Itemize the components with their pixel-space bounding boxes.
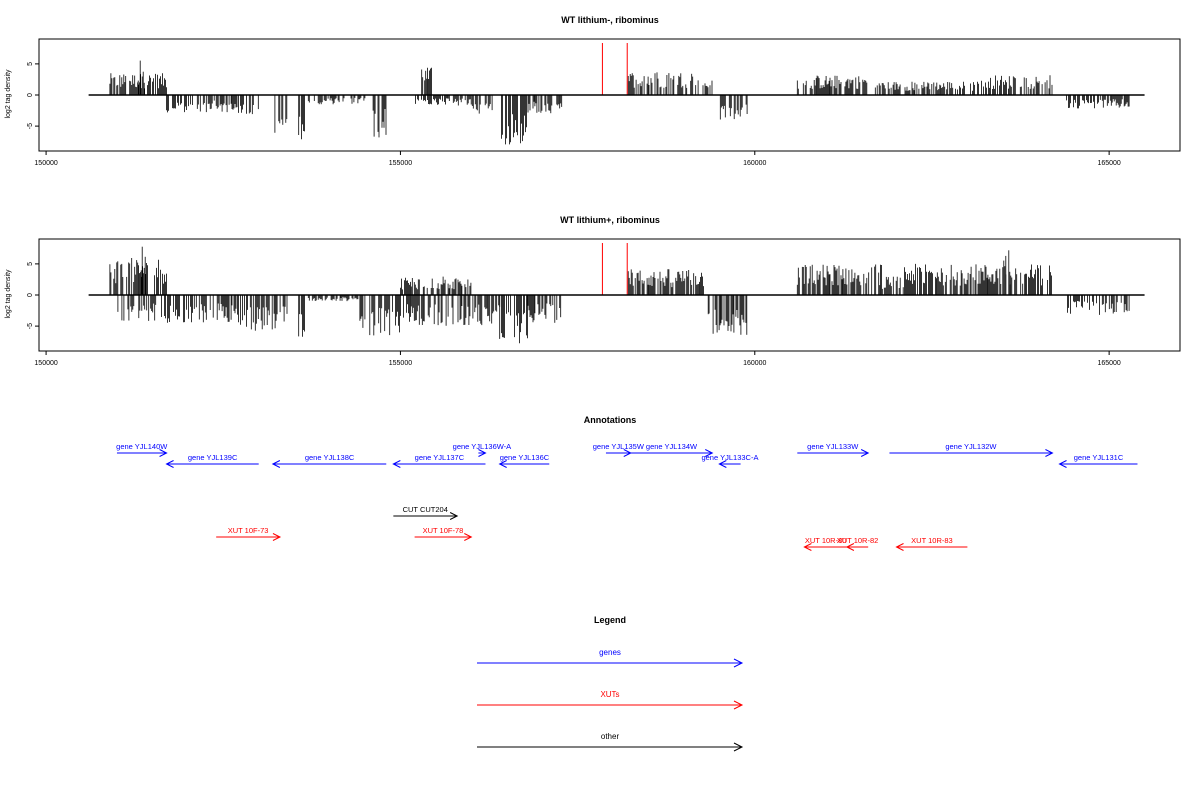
feature-arrow-head <box>718 460 727 468</box>
track-panel-lithium-plus: WT lithium+, ribominus log2 tag density … <box>5 215 1181 367</box>
gene-feature: gene YJL139C <box>165 453 259 468</box>
density-bars <box>109 246 1130 344</box>
y-tick-label: 0 <box>27 93 34 97</box>
feature-label: gene YJL136C <box>500 453 550 462</box>
y-tick-label: 0 <box>27 293 34 297</box>
x-axis: 150000 155000 160000 165000 <box>34 351 1121 367</box>
gene-feature: gene YJL138C <box>271 453 387 468</box>
gene-feature: gene YJL134W <box>630 442 714 457</box>
y-axis-label: log2 tag density <box>5 69 12 119</box>
y-tick-label: -5 <box>27 123 34 129</box>
feature-label: XUT 10R-83 <box>911 536 953 545</box>
x-tick-label: 150000 <box>34 360 57 367</box>
panel-title: WT lithium-, ribominus <box>561 15 659 25</box>
feature-arrow-head <box>464 533 473 541</box>
feature-arrow-head <box>1058 460 1067 468</box>
region-markers <box>601 243 628 295</box>
feature-arrow-head <box>392 460 401 468</box>
feature-label: CUT CUT204 <box>403 505 448 514</box>
legend-arrow <box>477 700 744 710</box>
feature-arrow-head <box>449 512 459 520</box>
feature-label: gene YJL139C <box>188 453 238 462</box>
feature-arrow-head <box>165 460 174 468</box>
feature-arrow-head <box>159 449 168 457</box>
feature-label: XUT 10F-78 <box>423 526 464 535</box>
feature-arrow-head <box>895 543 904 551</box>
annotation-features: gene YJL140W gene YJL139C gene YJL138C gene… <box>116 442 1138 551</box>
legend-arrow-head <box>733 658 744 668</box>
feature-label: gene YJL134W <box>646 442 698 451</box>
legend: Legend genes XUTs other <box>477 615 744 752</box>
track-panel-lithium-minus: WT lithium-, ribominus log2 tag density … <box>5 15 1181 167</box>
legend-label: XUTs <box>600 690 619 699</box>
legend-title: Legend <box>594 615 626 625</box>
feature-label: gene YJL132W <box>945 442 997 451</box>
gene-feature: gene YJL132W <box>889 442 1054 457</box>
xut-feature: XUT 10R-82 <box>837 536 879 551</box>
xut-feature: XUT 10R-83 <box>895 536 968 551</box>
feature-label: gene YJL136W-A <box>453 442 512 451</box>
legend-arrow-head <box>733 742 744 752</box>
feature-label: gene YJL138C <box>305 453 355 462</box>
x-tick-label: 160000 <box>743 160 766 167</box>
feature-label: gene YJL131C <box>1074 453 1124 462</box>
gene-feature: gene YJL131C <box>1058 453 1138 468</box>
x-tick-label: 165000 <box>1097 160 1120 167</box>
gene-feature: gene YJL137C <box>392 453 486 468</box>
x-tick-label: 155000 <box>389 160 412 167</box>
legend-arrow <box>477 658 744 668</box>
x-tick-label: 155000 <box>389 360 412 367</box>
feature-arrow-head <box>845 543 855 551</box>
feature-arrow-head <box>272 533 282 541</box>
xut-feature: XUT 10F-73 <box>216 526 282 541</box>
y-tick-label: -5 <box>27 323 34 329</box>
xut-feature: XUT 10F-78 <box>414 526 473 541</box>
y-axis-label: log2 tag density <box>5 269 12 319</box>
panel-title: WT lithium+, ribominus <box>560 215 660 225</box>
feature-label: gene YJL137C <box>415 453 465 462</box>
gene-feature: gene YJL140W <box>116 442 168 457</box>
x-axis: 150000 155000 160000 165000 <box>34 151 1121 167</box>
feature-arrow-head <box>803 543 812 551</box>
annotations-title: Annotations <box>584 415 637 425</box>
feature-label: XUT 10R-80 <box>805 536 847 545</box>
y-axis: -5 0 5 <box>27 62 39 129</box>
xut-feature: XUT 10R-80 <box>803 536 847 551</box>
legend-item-other: other <box>477 732 744 752</box>
region-markers <box>601 43 628 95</box>
feature-arrow-head <box>478 449 487 457</box>
feature-label: gene YJL135W <box>593 442 645 451</box>
gene-feature: gene YJL133W <box>797 442 870 457</box>
feature-label: XUT 10F-73 <box>228 526 269 535</box>
density-bars <box>109 60 1130 145</box>
gene-feature: gene YJL136C <box>498 453 550 468</box>
feature-label: gene YJL133C-A <box>701 453 758 462</box>
feature-label: gene YJL133W <box>807 442 859 451</box>
legend-item-genes: genes <box>477 648 744 668</box>
x-tick-label: 165000 <box>1097 360 1120 367</box>
y-axis: -5 0 5 <box>27 262 39 329</box>
y-tick-label: 5 <box>27 62 34 66</box>
y-tick-label: 5 <box>27 262 34 266</box>
feature-arrow-head <box>705 449 714 457</box>
feature-arrow-head <box>1045 449 1054 457</box>
legend-item-xuts: XUTs <box>477 690 744 710</box>
feature-arrow-head <box>860 449 870 457</box>
feature-arrow-head <box>498 460 507 468</box>
gene-feature: gene YJL136W-A <box>453 442 512 457</box>
legend-label: genes <box>599 648 621 657</box>
legend-arrow <box>477 742 744 752</box>
other-feature: CUT CUT204 <box>393 505 459 520</box>
legend-label: other <box>601 732 620 741</box>
feature-label: gene YJL140W <box>116 442 168 451</box>
x-tick-label: 150000 <box>34 160 57 167</box>
gene-feature: gene YJL133C-A <box>701 453 758 468</box>
feature-arrow-head <box>271 460 281 468</box>
x-tick-label: 160000 <box>743 360 766 367</box>
legend-arrow-head <box>733 700 744 710</box>
feature-label: XUT 10R-82 <box>837 536 879 545</box>
